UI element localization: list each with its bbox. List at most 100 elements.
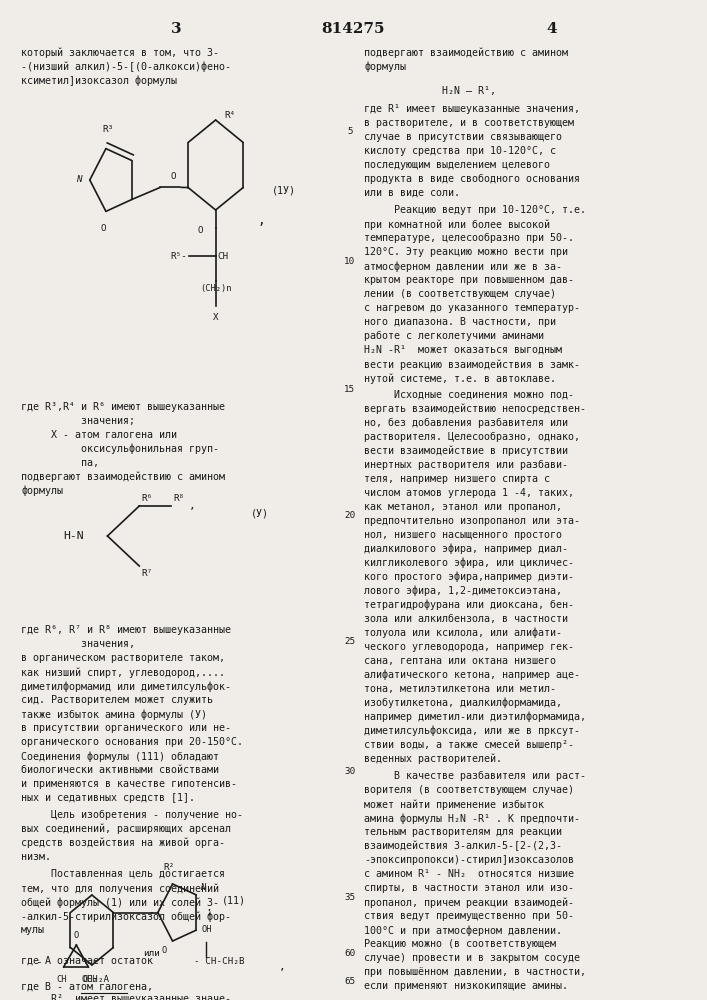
Text: тетрагидрофурана или диоксана, бен-: тетрагидрофурана или диоксана, бен- — [364, 600, 574, 610]
Text: также избыток амина формулы (У): также избыток амина формулы (У) — [21, 709, 207, 720]
Text: продукта в виде свободного основания: продукта в виде свободного основания — [364, 174, 580, 184]
Text: например диметил-или диэтилформамида,: например диметил-или диэтилформамида, — [364, 712, 586, 722]
Text: R⁶: R⁶ — [141, 494, 153, 503]
Text: в органическом растворителе таком,: в органическом растворителе таком, — [21, 653, 226, 663]
Text: теля, например низшего спирта с: теля, например низшего спирта с — [364, 474, 550, 484]
Text: биологически активными свойствами: биологически активными свойствами — [21, 765, 219, 775]
Text: Поставленная цель достигается: Поставленная цель достигается — [21, 869, 226, 879]
Text: значения;: значения; — [21, 416, 135, 426]
Text: 120°С. Эту реакцию можно вести при: 120°С. Эту реакцию можно вести при — [364, 247, 568, 257]
Text: В качестве разбавителя или раст-: В качестве разбавителя или раст- — [364, 771, 586, 781]
Text: R⁷: R⁷ — [141, 569, 153, 578]
Text: па,: па, — [21, 458, 99, 468]
Text: R³: R³ — [103, 125, 114, 134]
Text: 100°С и при атмосферном давлении.: 100°С и при атмосферном давлении. — [364, 925, 562, 936]
Text: зола или алкилбензола, в частности: зола или алкилбензола, в частности — [364, 614, 568, 624]
Text: толуола или ксилола, или алифати-: толуола или ксилола, или алифати- — [364, 628, 562, 639]
Text: формулы: формулы — [21, 486, 63, 496]
Text: Реакцию ведут при 10-120°С, т.е.: Реакцию ведут при 10-120°С, т.е. — [364, 205, 586, 215]
Text: диметилсульфоксида, или же в прксут-: диметилсульфоксида, или же в прксут- — [364, 726, 580, 736]
Text: Цель изобретения - получение но-: Цель изобретения - получение но- — [21, 810, 243, 820]
Text: где А означает остаток: где А означает остаток — [21, 956, 153, 966]
Text: ного диапазона. В частности, при: ного диапазона. В частности, при — [364, 317, 556, 327]
Text: 814275: 814275 — [322, 22, 385, 36]
Text: 20: 20 — [344, 512, 356, 520]
Text: ;: ; — [206, 908, 213, 918]
Text: O: O — [74, 931, 79, 940]
Text: (CH₂)n: (CH₂)n — [200, 284, 231, 293]
Text: изобутилкетона, диалкилформамида,: изобутилкетона, диалкилформамида, — [364, 698, 562, 708]
Text: алифатического кетона, например аце-: алифатического кетона, например аце- — [364, 670, 580, 680]
Text: вергать взаимодействию непосредствен-: вергать взаимодействию непосредствен- — [364, 404, 586, 414]
Text: (У): (У) — [251, 508, 269, 518]
Text: OH: OH — [201, 925, 211, 934]
Text: 25: 25 — [344, 638, 356, 647]
Text: тем, что для получения соединений: тем, что для получения соединений — [21, 883, 219, 894]
Text: мулы: мулы — [21, 925, 45, 935]
Text: ствии воды, а также смесей вышепр²-: ствии воды, а также смесей вышепр²- — [364, 740, 574, 750]
Text: 10: 10 — [344, 256, 356, 265]
Text: O: O — [101, 224, 107, 233]
Text: случае) провести и в закрытом сосуде: случае) провести и в закрытом сосуде — [364, 953, 580, 963]
Text: R⁸: R⁸ — [173, 494, 185, 503]
Text: -: - — [35, 957, 42, 967]
Text: крытом реакторе при повышенном дав-: крытом реакторе при повышенном дав- — [364, 275, 574, 285]
Text: Реакцию можно (в соответствующем: Реакцию можно (в соответствующем — [364, 939, 556, 949]
Text: R²  имеет вышеуказанные значе-: R² имеет вышеуказанные значе- — [21, 994, 231, 1000]
Text: последующим выделением целевого: последующим выделением целевого — [364, 160, 550, 170]
Text: температуре, целесообразно при 50-.: температуре, целесообразно при 50-. — [364, 233, 574, 243]
Text: в присутствии органического или не-: в присутствии органического или не- — [21, 723, 231, 733]
Text: растворителя. Целесообразно, однако,: растворителя. Целесообразно, однако, — [364, 432, 580, 442]
Text: лового эфира, 1,2-диметоксиэтана,: лового эфира, 1,2-диметоксиэтана, — [364, 586, 562, 596]
Text: кислоту средства при 10-120°С, с: кислоту средства при 10-120°С, с — [364, 146, 556, 156]
Text: спирты, в частности этанол или изо-: спирты, в частности этанол или изо- — [364, 883, 574, 893]
Text: диалкилового эфира, например диал-: диалкилового эфира, например диал- — [364, 544, 568, 554]
Text: формулы: формулы — [364, 61, 406, 72]
Text: может найти применение избыток: может найти применение избыток — [364, 799, 544, 810]
Text: инертных растворителя или разбави-: инертных растворителя или разбави- — [364, 460, 568, 470]
Text: ,: , — [279, 962, 286, 972]
Text: ческого углеводорода, например гек-: ческого углеводорода, например гек- — [364, 642, 574, 652]
Text: (11): (11) — [221, 896, 245, 906]
Text: но, без добавления разбавителя или: но, без добавления разбавителя или — [364, 418, 568, 428]
Text: R⁵-: R⁵- — [170, 252, 187, 261]
Text: H₂N -R¹  может оказаться выгодным: H₂N -R¹ может оказаться выгодным — [364, 345, 562, 355]
Text: ствия ведут преимущественно при 50-: ствия ведут преимущественно при 50- — [364, 911, 574, 921]
Text: числом атомов углерода 1 -4, таких,: числом атомов углерода 1 -4, таких, — [364, 488, 574, 498]
Text: амина формулы H₂N -R¹ . К предпочти-: амина формулы H₂N -R¹ . К предпочти- — [364, 813, 580, 824]
Text: 3: 3 — [171, 22, 182, 36]
Text: 60: 60 — [344, 948, 356, 958]
Text: где B - атом галогена,: где B - атом галогена, — [21, 982, 153, 992]
Text: R⁴: R⁴ — [224, 110, 235, 119]
Text: -алкил-5-стирилизоксазол общей фор-: -алкил-5-стирилизоксазол общей фор- — [21, 911, 231, 922]
Text: - CH-CH₂B: - CH-CH₂B — [194, 958, 245, 966]
Text: (1У): (1У) — [272, 185, 296, 195]
Text: вести реакцию взаимодействия в замк-: вести реакцию взаимодействия в замк- — [364, 359, 580, 369]
Text: и применяются в качестве гипотенсив-: и применяются в качестве гипотенсив- — [21, 779, 238, 789]
Text: атмосферном давлении или же в за-: атмосферном давлении или же в за- — [364, 261, 562, 271]
Text: 65: 65 — [344, 976, 356, 986]
Text: X - атом галогена или: X - атом галогена или — [21, 430, 177, 440]
Text: пропанол, причем реакции взаимодей-: пропанол, причем реакции взаимодей- — [364, 897, 574, 908]
Text: где R⁶, R⁷ и R⁸ имеют вышеуказанные: где R⁶, R⁷ и R⁸ имеют вышеуказанные — [21, 625, 231, 635]
Text: ,: , — [189, 501, 196, 511]
Text: сид. Растворителем может служить: сид. Растворителем может служить — [21, 695, 214, 705]
Text: O: O — [197, 226, 203, 235]
Text: взаимодействия 3-алкил-5-[2-(2,3-: взаимодействия 3-алкил-5-[2-(2,3- — [364, 841, 562, 851]
Text: CH: CH — [217, 252, 228, 261]
Text: при повышённом давлении, в частности,: при повышённом давлении, в частности, — [364, 967, 586, 977]
Text: где R³,R⁴ и R⁶ имеют вышеуказанные: где R³,R⁴ и R⁶ имеют вышеуказанные — [21, 402, 226, 412]
Text: N: N — [200, 883, 205, 892]
Text: работе с легколетучими аминами: работе с легколетучими аминами — [364, 331, 544, 341]
Text: 35: 35 — [344, 892, 356, 902]
Text: если применяют низкокипящие амины.: если применяют низкокипящие амины. — [364, 981, 568, 991]
Text: при комнатной или более высокой: при комнатной или более высокой — [364, 219, 550, 230]
Text: O: O — [170, 172, 176, 181]
Text: как низший спирт, углеводород,....: как низший спирт, углеводород,.... — [21, 667, 226, 678]
Text: или: или — [144, 950, 160, 958]
Text: лении (в соответствующем случае): лении (в соответствующем случае) — [364, 289, 556, 299]
Text: низм.: низм. — [21, 852, 51, 862]
Text: ,: , — [258, 214, 265, 227]
Text: или в виде соли.: или в виде соли. — [364, 188, 460, 198]
Text: кого простого эфира,например диэти-: кого простого эфира,например диэти- — [364, 572, 574, 582]
